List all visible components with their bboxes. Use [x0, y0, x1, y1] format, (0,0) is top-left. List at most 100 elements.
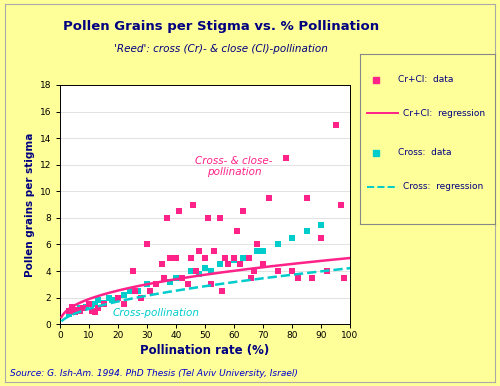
- Point: [338, 201, 345, 208]
- Point: [259, 248, 267, 254]
- Point: [248, 274, 256, 281]
- Point: [195, 271, 203, 277]
- Text: Cr+Cl:  data: Cr+Cl: data: [398, 75, 453, 84]
- Point: [137, 295, 145, 301]
- Point: [230, 257, 238, 264]
- Point: [64, 308, 72, 314]
- Point: [224, 261, 232, 267]
- Point: [166, 279, 174, 285]
- Point: [143, 241, 151, 247]
- Point: [201, 255, 209, 261]
- Text: Cross- & close-
pollination: Cross- & close- pollination: [195, 156, 273, 177]
- Point: [172, 274, 180, 281]
- Point: [158, 261, 166, 267]
- Point: [224, 261, 232, 267]
- Point: [160, 274, 168, 281]
- Point: [164, 215, 172, 221]
- Point: [233, 228, 241, 234]
- Point: [207, 268, 215, 274]
- Text: Pollen Grains per Stigma vs. % Pollination: Pollen Grains per Stigma vs. % Pollinati…: [62, 20, 378, 33]
- Point: [238, 208, 246, 214]
- X-axis label: Pollination rate (%): Pollination rate (%): [140, 344, 270, 357]
- Point: [238, 255, 246, 261]
- Point: [207, 281, 215, 288]
- Point: [317, 222, 325, 228]
- Point: [120, 292, 128, 298]
- Point: [143, 281, 151, 288]
- Point: [160, 274, 168, 281]
- Point: [201, 265, 209, 271]
- Point: [70, 309, 78, 315]
- Point: [82, 304, 90, 310]
- Point: [120, 301, 128, 307]
- Point: [74, 306, 82, 313]
- Text: Cross:  data: Cross: data: [398, 148, 452, 157]
- Point: [216, 215, 224, 221]
- Point: [204, 215, 212, 221]
- Point: [88, 308, 96, 314]
- Point: [79, 305, 87, 312]
- Point: [85, 301, 93, 307]
- Point: [100, 301, 108, 307]
- Point: [114, 295, 122, 301]
- Point: [76, 308, 84, 314]
- Point: [244, 255, 252, 261]
- Point: [175, 208, 183, 214]
- Point: [152, 281, 160, 288]
- Point: [302, 228, 310, 234]
- Point: [91, 301, 99, 307]
- Point: [323, 268, 331, 274]
- Point: [94, 297, 102, 303]
- Point: [134, 288, 142, 294]
- Point: [178, 274, 186, 281]
- Point: [253, 248, 261, 254]
- Point: [190, 201, 198, 208]
- Point: [172, 255, 180, 261]
- Point: [114, 295, 122, 301]
- Point: [100, 300, 108, 306]
- Point: [332, 122, 340, 128]
- Y-axis label: Pollen grains per stigma: Pollen grains per stigma: [26, 132, 36, 277]
- Point: [126, 288, 134, 294]
- Point: [195, 248, 203, 254]
- Point: [236, 261, 244, 267]
- Point: [265, 195, 273, 201]
- Point: [274, 268, 281, 274]
- Point: [216, 261, 224, 267]
- Point: [302, 195, 310, 201]
- Point: [146, 288, 154, 294]
- Point: [76, 305, 84, 312]
- Point: [64, 310, 72, 317]
- Point: [152, 281, 160, 288]
- Point: [94, 305, 102, 312]
- Point: [85, 301, 93, 307]
- Point: [274, 241, 281, 247]
- Point: [132, 288, 140, 294]
- Point: [178, 274, 186, 281]
- Point: [192, 268, 200, 274]
- Text: Cross-pollination: Cross-pollination: [112, 308, 199, 318]
- Point: [186, 255, 194, 261]
- Point: [166, 255, 174, 261]
- Text: 'Reed': cross (Cr)- & close (Cl)-pollination: 'Reed': cross (Cr)- & close (Cl)-pollina…: [114, 44, 328, 54]
- Point: [186, 268, 194, 274]
- Point: [294, 274, 302, 281]
- Point: [91, 309, 99, 315]
- Point: [288, 268, 296, 274]
- Point: [282, 155, 290, 161]
- Point: [308, 274, 316, 281]
- Point: [128, 268, 136, 274]
- Point: [259, 261, 267, 267]
- Point: [74, 308, 82, 314]
- Point: [68, 304, 76, 310]
- Point: [70, 308, 78, 314]
- Point: [244, 255, 252, 261]
- Point: [222, 255, 230, 261]
- Text: Cross:  regression: Cross: regression: [403, 182, 483, 191]
- Point: [210, 248, 218, 254]
- Text: Cr+Cl:  regression: Cr+Cl: regression: [403, 109, 485, 118]
- Text: Source: G. Ish-Am. 1994. PhD Thesis (Tel Aviv University, Israel): Source: G. Ish-Am. 1994. PhD Thesis (Tel…: [10, 369, 298, 378]
- Point: [108, 297, 116, 303]
- Point: [253, 241, 261, 247]
- Point: [218, 288, 226, 294]
